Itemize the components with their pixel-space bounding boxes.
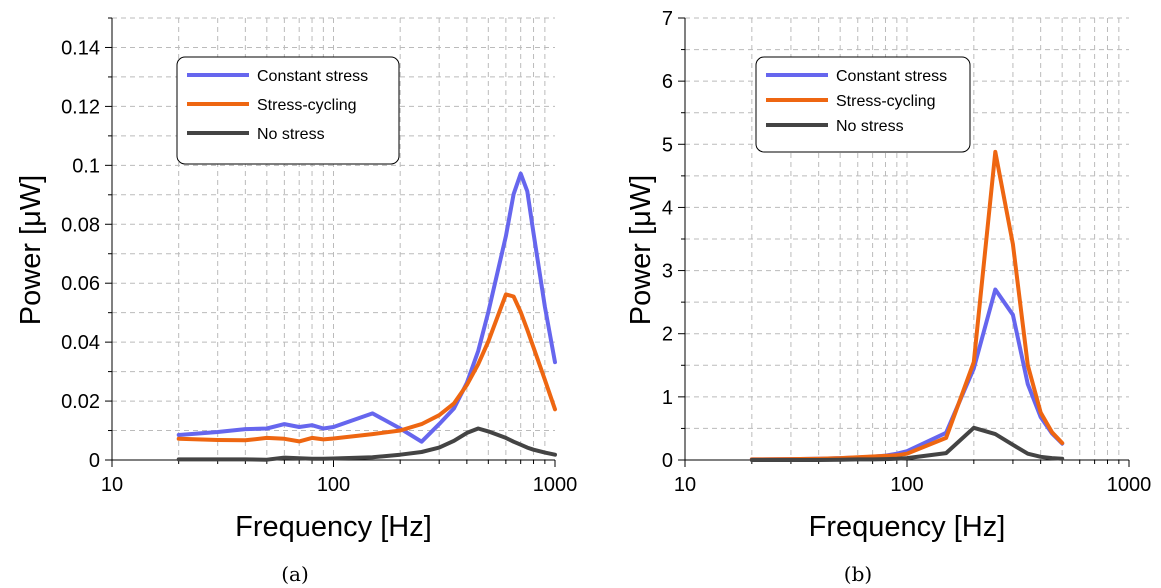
legend-box: [176, 56, 400, 165]
y-tick-label: 0.04: [61, 332, 100, 354]
legend: Constant stress Stress-cycling No stress: [176, 56, 400, 165]
series-line-constant-stress: [176, 171, 557, 444]
panel-caption: (a): [281, 562, 309, 586]
x-axis-title: Frequency [Hz]: [809, 511, 1006, 543]
legend-label-no-stress: No stress: [257, 126, 325, 143]
y-tick-label: 0.12: [61, 96, 100, 118]
panel-caption: (b): [844, 562, 872, 586]
legend-label-stress-cycling: Stress-cycling: [836, 93, 936, 110]
y-tick-label: 0: [89, 450, 100, 472]
x-tick-label: 10: [674, 474, 696, 496]
x-tick-label: 10: [101, 474, 123, 496]
y-tick-label: 0.02: [61, 391, 100, 413]
x-tick-label: 100: [890, 474, 923, 496]
y-tick-label: 1: [662, 387, 673, 409]
chart-panel-b: 10 100 1000 0 1 2 3 4 5 6 7 Frequency [Hz] Power [μW…: [625, 8, 1151, 586]
x-tick-label: 1000: [533, 474, 578, 496]
series-line-stress-cycling: [176, 292, 557, 444]
x-axis-title: Frequency [Hz]: [235, 511, 432, 543]
series-line-no-stress: [176, 426, 557, 462]
legend-label-constant-stress: Constant stress: [257, 68, 368, 85]
series-line-no-stress: [749, 425, 1065, 462]
y-tick-label: 4: [662, 197, 673, 219]
legend-label-stress-cycling: Stress-cycling: [257, 97, 357, 114]
y-axis-title: Power [μW]: [15, 175, 47, 325]
legend-box: [755, 56, 971, 153]
x-tick-label: 100: [317, 474, 350, 496]
y-tick-label: 7: [662, 8, 673, 30]
x-tick-label: 1000: [1107, 474, 1152, 496]
y-tick-label: 0: [662, 450, 673, 472]
y-tick-label: 0.1: [72, 155, 100, 177]
legend-label-constant-stress: Constant stress: [836, 68, 947, 85]
y-tick-label: 6: [662, 71, 673, 93]
y-tick-label: 0.06: [61, 273, 100, 295]
y-tick-label: 0.08: [61, 214, 100, 236]
chart-panel-a: 10 100 1000 0 0.02 0.04 0.06 0.08 0.1 0.12 0.14 Fre…: [15, 17, 578, 586]
legend: Constant stress Stress-cycling No stress: [755, 56, 971, 153]
legend-label-no-stress: No stress: [836, 118, 904, 135]
y-tick-label: 3: [662, 261, 673, 283]
y-tick-label: 2: [662, 324, 673, 346]
y-tick-label: 0.14: [61, 37, 100, 59]
y-tick-label: 5: [662, 134, 673, 156]
y-axis-title: Power [μW]: [625, 175, 657, 325]
